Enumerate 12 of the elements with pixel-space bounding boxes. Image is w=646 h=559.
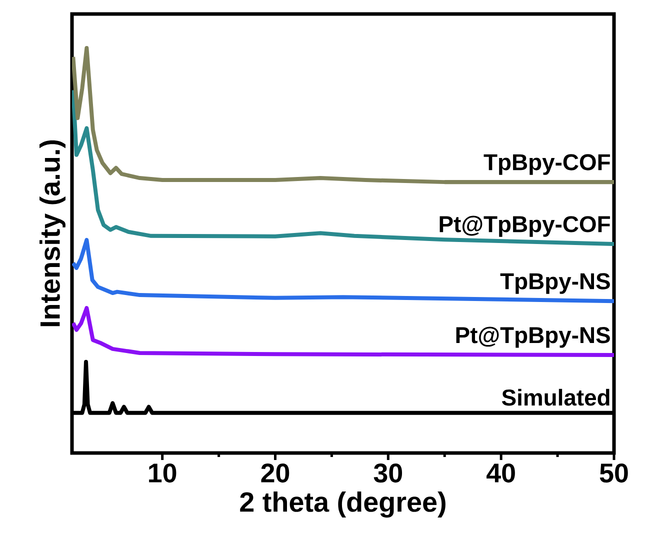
series-label: TpBpy-NS [500, 273, 610, 294]
x-tick-label: 20 [261, 464, 290, 483]
series-label: TpBpy-COF [484, 154, 610, 175]
series-label: Pt@TpBpy-NS [456, 326, 610, 348]
y-axis-title: Intensity (a.u.) [39, 140, 66, 326]
x-tick-label: 50 [600, 464, 628, 483]
series-label: Simulated [502, 388, 610, 406]
x-tick-label: 30 [374, 464, 402, 483]
x-axis-title: 2 theta (degree) [240, 491, 446, 518]
x-tick-label: 40 [486, 464, 515, 483]
series-label: Pt@TpBpy-COF [440, 216, 610, 237]
x-tick-label: 10 [149, 464, 176, 483]
